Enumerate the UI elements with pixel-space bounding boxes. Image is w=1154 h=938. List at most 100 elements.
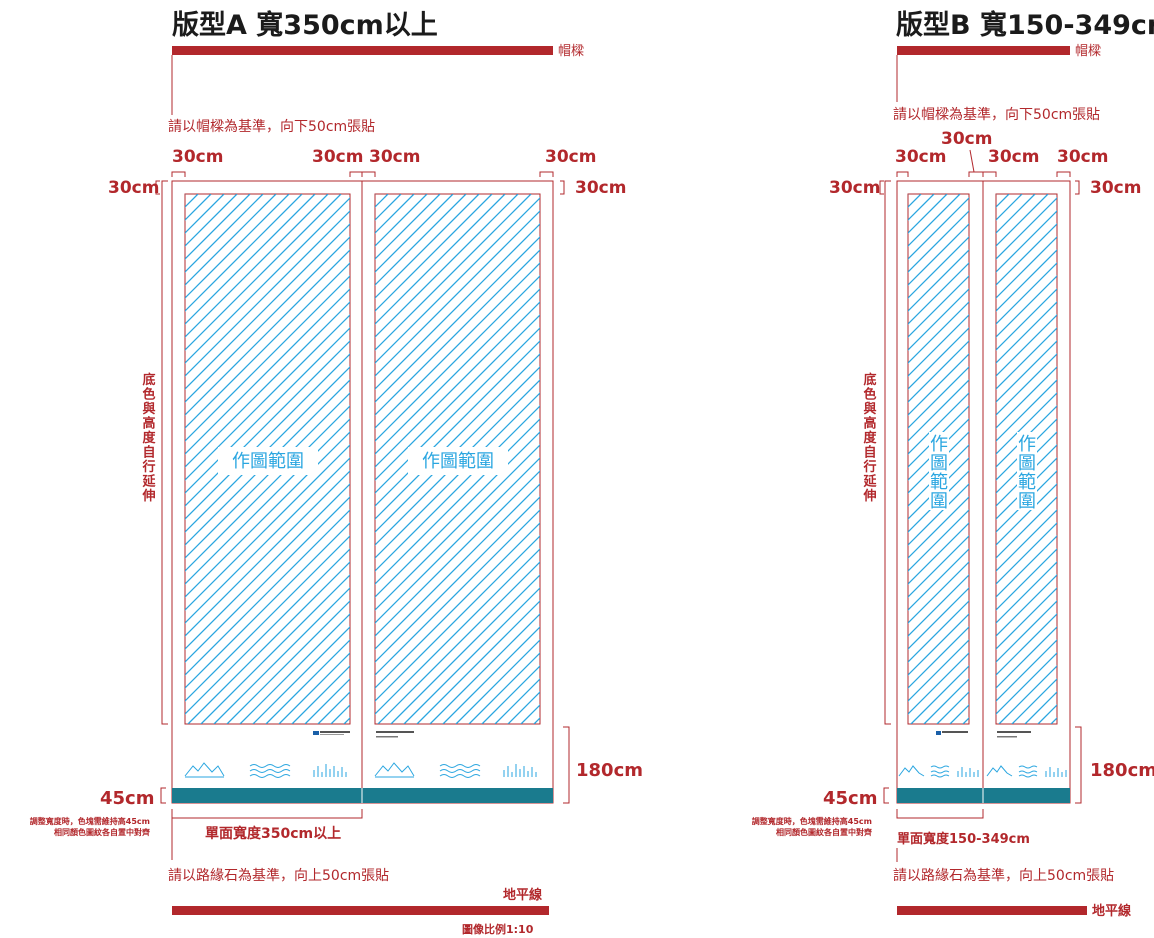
leader-line — [969, 149, 975, 173]
hatch-line — [1142, 194, 1154, 724]
hatch-line — [807, 194, 1154, 724]
hatch-line — [185, 522, 350, 689]
hatch-line — [239, 613, 350, 724]
margin-mid-right-label: 30cm — [369, 147, 420, 167]
work-area-a-left — [184, 193, 351, 725]
hatch-line — [908, 444, 969, 507]
work-area-label-left: 作圖範圍 — [232, 451, 304, 472]
hatch-line — [996, 431, 1057, 494]
hatch-line — [375, 194, 532, 351]
hatch-line — [375, 431, 540, 598]
hatch-line — [375, 194, 428, 247]
hatch-line — [448, 194, 978, 724]
margin-top-left-label: 30cm — [829, 178, 880, 198]
bracket-top-3 — [361, 171, 376, 177]
hatch-line — [403, 587, 540, 724]
hatch-line — [429, 613, 540, 724]
hatch-line — [185, 444, 350, 611]
margin-top-left-label: 30cm — [108, 178, 159, 198]
mountain-icon — [184, 762, 225, 778]
hatch-line — [185, 457, 350, 624]
hatch-line — [996, 496, 1057, 559]
scale-label: 圖像比例1:10 — [462, 922, 534, 936]
bracket-top-2 — [349, 171, 363, 177]
hatch-line — [185, 535, 350, 702]
bracket-top-2 — [968, 171, 984, 177]
margin-right-label: 30cm — [545, 147, 596, 167]
hatch-line — [682, 194, 1154, 724]
band-note-line1: 調整寬度時，色塊需維持高45cm — [752, 816, 872, 826]
layout-b-title: 版型B 寬150-349cm — [896, 9, 1154, 41]
margin-top-right-label: 30cm — [1090, 178, 1141, 198]
bottom-height-label: 180cm — [1090, 760, 1154, 781]
hatch-line — [996, 314, 1057, 377]
hatch-line — [996, 405, 1057, 468]
wave-icon — [930, 765, 950, 778]
hatch-line — [185, 194, 199, 208]
hatch-line — [908, 301, 969, 364]
hatch-line — [996, 626, 1057, 689]
hatch-line — [375, 509, 540, 676]
hatch-line — [1077, 194, 1154, 724]
hatch-line — [185, 197, 350, 364]
hatch-line — [552, 194, 1082, 724]
grass-icon — [957, 767, 979, 777]
side-extension-label: 底色與高度自行延伸 — [862, 372, 877, 504]
hatch-line — [962, 717, 969, 724]
bracket-side-right — [560, 180, 565, 195]
hatch-line — [747, 194, 1154, 724]
label-bg — [1017, 432, 1037, 510]
band-height-bracket — [160, 787, 166, 804]
side-extension-bracket — [884, 180, 891, 725]
bracket-top-1 — [896, 171, 909, 177]
work-area-label-right: 作圖範圍 — [422, 451, 494, 472]
hatch-line — [185, 194, 238, 247]
bottom-height-label: 180cm — [576, 760, 643, 781]
margin-right-label: 30cm — [1057, 147, 1108, 167]
logo-mark-icon — [936, 731, 968, 735]
hat-beam-label: 帽樑 — [558, 43, 584, 59]
label-bg — [408, 447, 508, 475]
wave-icon — [249, 764, 291, 778]
bracket-side-left — [879, 180, 884, 195]
hatch-line — [996, 457, 1057, 520]
hatch-line — [996, 600, 1057, 663]
grass-icon — [313, 764, 347, 777]
hatch-line — [908, 600, 969, 663]
hatch-line — [565, 194, 1095, 724]
grass-icon — [503, 764, 537, 777]
curb-note: 請以路緣石為基準，向上50cm張貼 — [168, 867, 389, 884]
work-area-a-right — [374, 193, 541, 725]
hatch-line — [185, 262, 350, 429]
margin-top-right-label: 30cm — [575, 178, 626, 198]
hatch-line — [768, 194, 1154, 724]
hatch-line — [375, 535, 540, 702]
bracket-top-4 — [539, 171, 554, 177]
hatch-line — [996, 366, 1057, 429]
hatch-line — [526, 194, 1056, 724]
hatch-line — [799, 194, 1154, 724]
hatch-line — [317, 691, 350, 724]
hatch-line — [908, 314, 969, 377]
hatch-line — [185, 194, 342, 351]
hatch-line — [908, 574, 969, 637]
hatch-line — [375, 457, 540, 624]
hatch-line — [638, 194, 1154, 724]
hatch-line — [1067, 194, 1154, 724]
hatch-line — [185, 301, 350, 468]
hatch-line — [185, 194, 212, 221]
hatch-line — [996, 613, 1057, 676]
hatch-line — [185, 496, 350, 663]
hatch-line — [996, 340, 1057, 403]
hatch-line — [996, 470, 1057, 533]
hatch-line — [833, 194, 1154, 724]
hatch-line — [963, 194, 1154, 724]
hatch-line — [996, 574, 1057, 637]
side-extension-label: 底色與高度自行延伸 — [141, 372, 156, 504]
hatch-line — [996, 275, 1057, 338]
hatch-line — [1041, 194, 1154, 724]
hatch-line — [996, 587, 1057, 650]
hatch-line — [375, 194, 506, 325]
width-bracket — [896, 809, 984, 819]
hatch-line — [375, 197, 540, 364]
